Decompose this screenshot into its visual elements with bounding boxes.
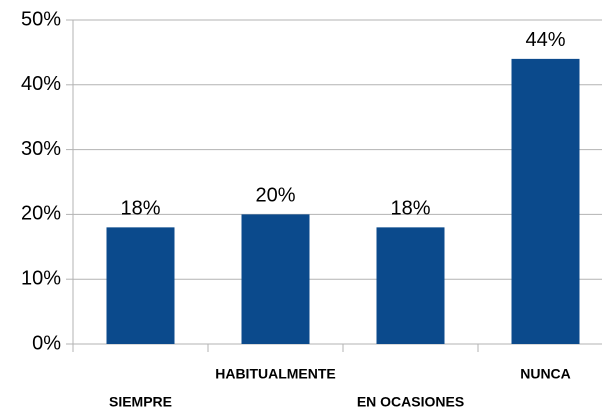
bar bbox=[241, 214, 310, 344]
x-tick-label: HABITUALMENTE bbox=[215, 366, 336, 382]
bar bbox=[106, 227, 175, 344]
y-tick-label: 20% bbox=[21, 203, 61, 225]
y-tick-label: 0% bbox=[32, 332, 61, 354]
y-tick-label: 10% bbox=[21, 267, 61, 289]
x-tick-label: NUNCA bbox=[520, 366, 571, 382]
x-tick-label: SIEMPRE bbox=[109, 394, 172, 410]
y-tick-label: 40% bbox=[21, 73, 61, 95]
bar bbox=[376, 227, 445, 344]
x-tick-label: EN OCASIONES bbox=[357, 394, 464, 410]
value-label: 18% bbox=[120, 198, 160, 220]
bar bbox=[511, 58, 580, 344]
value-label: 20% bbox=[255, 185, 295, 207]
y-tick-label: 30% bbox=[21, 138, 61, 160]
value-label: 18% bbox=[390, 198, 430, 220]
y-tick-label: 50% bbox=[21, 8, 61, 30]
value-label: 44% bbox=[525, 29, 565, 51]
